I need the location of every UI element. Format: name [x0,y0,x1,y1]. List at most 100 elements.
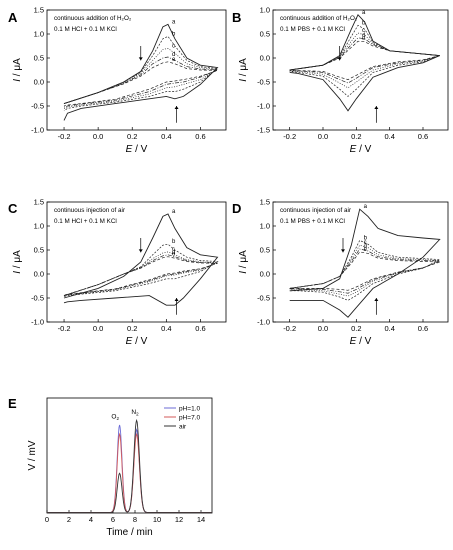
cv-curve-e [289,40,440,80]
y-axis-title: I / μA [12,250,23,274]
x-tick-label: 12 [175,515,183,524]
cv-curve-a [289,208,441,318]
y-tick-label: -1.0 [31,126,44,135]
panel-letter: C [8,201,18,216]
y-tick-label: 1.5 [260,198,270,207]
y-tick-label: 0.0 [260,54,270,63]
x-tick-label: 0.0 [93,132,103,141]
x-axis-unit: / V [132,144,147,155]
annotation-line: continuous addition of H₂O₂ [54,15,132,22]
panel-b: B -0.2 0.0 0.2 0.4 0.6 -1.5 -1.0 -0.5 0.0 0.5 1.0 E … [232,6,449,155]
peak-label-main: N [131,409,136,416]
curve-letter: e [172,252,176,258]
plot-frame [272,9,449,131]
down-arrow-head [337,57,342,61]
panel-letter: B [232,10,241,25]
y-tick-label: -1.0 [257,318,270,327]
x-tick-label: 0.6 [418,132,428,141]
up-arrow-head [374,106,379,109]
curve-letter: b [172,31,176,37]
x-axis-variable: E [350,336,357,347]
y-tick-label: 1.5 [34,198,44,207]
x-axis-unit: / V [356,144,371,155]
y-axis-title: I / μA [12,58,23,82]
x-tick-label: 0.6 [418,324,428,333]
annotation-line: 0.1 M PBS + 0.1 M KCl [280,218,345,225]
y-tick-label: 1.0 [34,30,44,39]
y-tick-label: 0.5 [34,54,44,63]
cv-curve-b [63,243,219,297]
y-tick-label: 0.0 [34,78,44,87]
plot-frame [272,201,449,323]
panel-letter: D [232,201,241,216]
cv-curve-b [289,239,441,301]
x-axis-variable: E [126,336,133,347]
curve-letter: b [364,235,368,241]
curve-letter: e [362,36,366,42]
x-axis-title: E / V [126,336,148,347]
panel-a: A -0.2 0.0 0.2 0.4 0.6 -1.0 -0.5 0.0 0.5 1.0 1.5 E /… [8,6,227,155]
peak-label-main: O [111,414,116,421]
annotation-line: continuous addition of H₂O₂ [280,15,358,22]
x-tick-label: 0.6 [195,132,205,141]
cv-curve-e [63,61,218,107]
curve-letter: c [364,240,367,246]
chromatogram-ph-7-0 [47,432,212,513]
y-tick-label: -0.5 [257,78,270,87]
y-axis-variable: I [12,79,23,82]
x-axis-unit: / V [132,336,147,347]
x-tick-label: -0.2 [283,132,296,141]
x-axis-title: Time / min [106,527,152,538]
x-tick-label: 0.4 [161,132,171,141]
up-arrow-head [174,106,179,109]
cv-curve-d [63,56,218,108]
peak-label-sub: 2 [116,416,119,421]
x-axis-title: E / V [350,144,372,155]
curve-letter: b [362,20,366,26]
curve-letter: a [362,10,366,16]
x-axis-variable: E [350,144,357,155]
y-tick-label: 1.0 [260,6,270,15]
y-axis-unit: / μA [12,58,23,79]
x-tick-label: 2 [67,515,71,524]
y-axis-title: I / μA [238,58,249,82]
cv-curve-c [63,251,218,297]
y-axis-title: I / μA [238,250,249,274]
cv-curve-d [63,254,218,296]
x-tick-label: 0.0 [93,324,103,333]
cv-curve-b [289,24,440,97]
annotation-line: 0.1 M HCl + 0.1 M KCl [54,26,117,33]
curve-letter: d [364,244,367,250]
x-tick-label: 0.6 [195,324,205,333]
x-tick-label: 0 [45,515,49,524]
panel-d: D -0.2 0.0 0.2 0.4 0.6 -1.0 -0.5 0.0 0.5 1.0 1.5 E /… [232,198,449,347]
panel-letter: A [8,10,18,25]
y-axis-unit: / μA [238,250,249,271]
y-axis-variable: I [12,271,23,274]
y-tick-label: 1.0 [260,222,270,231]
curve-letter: c [172,43,175,49]
cv-curve-a [63,213,219,306]
x-axis-variable: E [126,144,133,155]
up-arrow-head [174,298,179,301]
y-axis-unit: / μA [238,58,249,79]
curve-letter: b [172,239,176,245]
cv-curve-b [63,35,219,112]
curve-letter: a [364,204,368,210]
cv-curve-d [289,37,440,84]
curve-letter: e [364,247,368,253]
curve-letter: c [362,28,365,34]
x-tick-label: 0.4 [161,324,171,333]
legend-entry: air [179,424,187,431]
x-tick-label: 0.0 [318,132,328,141]
chromatogram-ph-1-0 [47,424,212,513]
y-tick-label: 0.5 [34,246,44,255]
x-tick-label: 0.4 [384,132,394,141]
curve-letter: c [172,247,175,253]
plot-frame [46,397,213,514]
curve-letter: d [362,33,365,39]
annotation-line: continuous injection of air [54,207,125,214]
annotation-line: continuous injection of air [280,207,351,214]
curve-letter: a [172,19,176,25]
